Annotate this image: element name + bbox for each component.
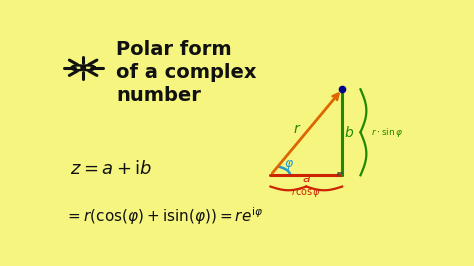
- Text: $a$: $a$: [302, 172, 311, 185]
- Text: $= r(\cos(\varphi) + \mathrm{i}\sin(\varphi)) = re^{\mathrm{i}\varphi}$: $= r(\cos(\varphi) + \mathrm{i}\sin(\var…: [65, 205, 263, 227]
- Text: $b$: $b$: [344, 125, 354, 140]
- Text: $r$: $r$: [293, 122, 301, 136]
- Text: $r \cdot \sin\varphi$: $r \cdot \sin\varphi$: [371, 126, 403, 139]
- Text: $z = a + \mathrm{i}b$: $z = a + \mathrm{i}b$: [70, 160, 153, 178]
- Text: $\varphi$: $\varphi$: [284, 159, 294, 172]
- Text: Polar form
of a complex
number: Polar form of a complex number: [116, 40, 257, 105]
- Text: $r\cos\varphi$: $r\cos\varphi$: [291, 186, 321, 199]
